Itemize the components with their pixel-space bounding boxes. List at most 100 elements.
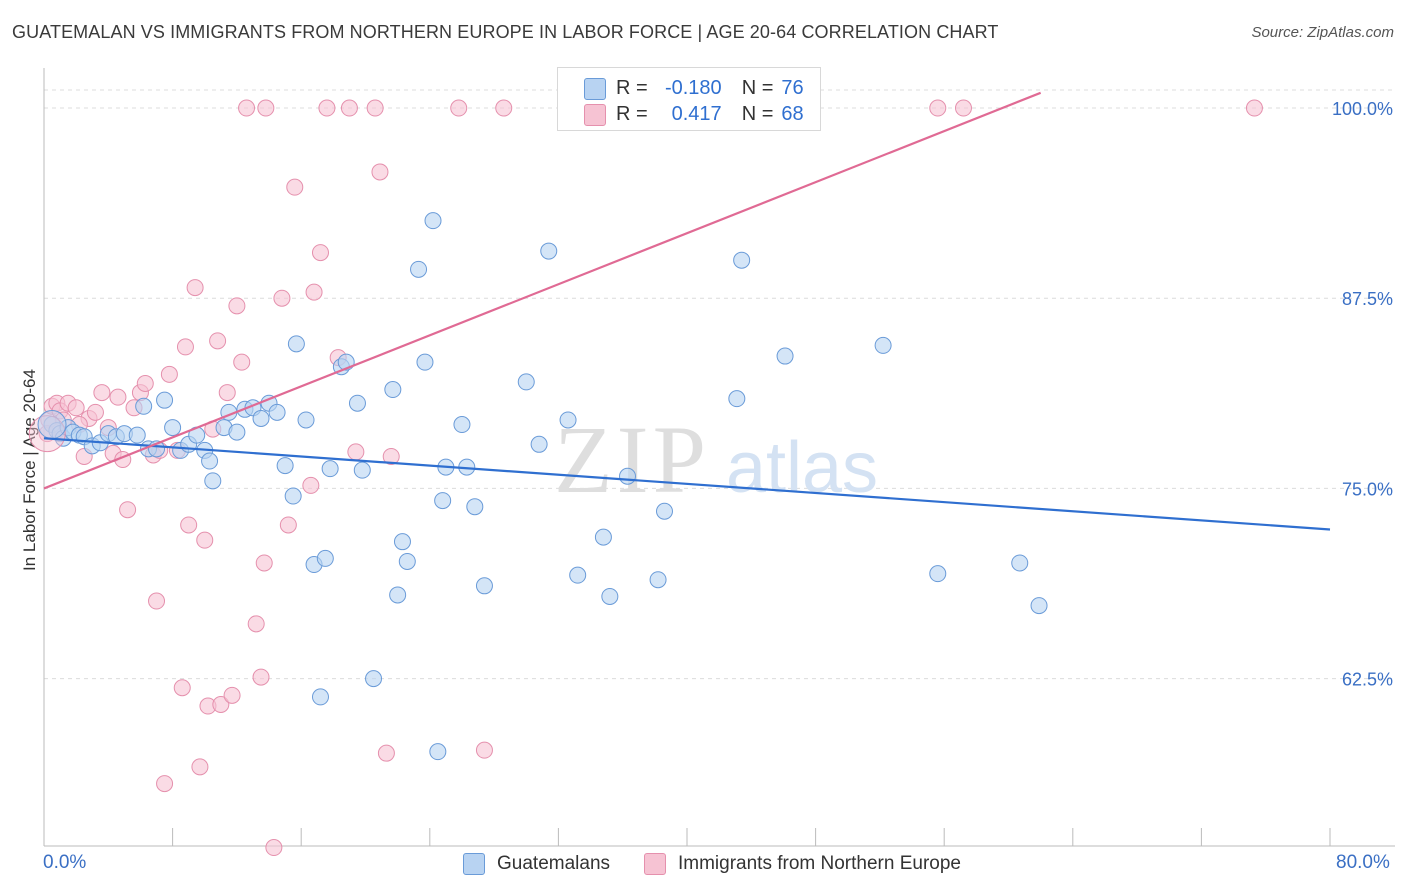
northern-europe-point: [475, 741, 493, 759]
northern-europe-point: [265, 839, 283, 857]
northern-europe-point: [196, 531, 214, 549]
guatemalan-point: [466, 498, 484, 516]
guatemalan-point: [649, 571, 667, 589]
northern-europe-point: [954, 99, 972, 117]
guatemalan-point: [353, 461, 371, 479]
chart-title: GUATEMALAN VS IMMIGRANTS FROM NORTHERN E…: [12, 22, 999, 42]
guatemalan-point: [268, 403, 286, 421]
northern-europe-point: [273, 289, 291, 307]
guatemalan-point: [601, 587, 619, 605]
guatemalan-point: [530, 435, 548, 453]
guatemalan-point: [156, 391, 174, 409]
legend-label: Guatemalans: [497, 853, 611, 874]
guatemalan-point: [228, 423, 246, 441]
guatemalan-point: [393, 533, 411, 551]
guatemalan-point: [728, 390, 746, 408]
northern-europe-point: [318, 99, 336, 117]
legend-swatch-blue: [584, 78, 606, 100]
guatemalan-point: [284, 487, 302, 505]
guatemalan-point: [424, 212, 442, 230]
legend-n-label: N =: [741, 102, 774, 125]
guatemalan-point: [517, 373, 535, 391]
northern-europe-point: [340, 99, 358, 117]
northern-europe-point: [209, 332, 227, 350]
guatemalan-point: [321, 460, 339, 478]
northern-europe-point: [450, 99, 468, 117]
guatemalan-point: [559, 411, 577, 429]
northern-europe-point: [366, 99, 384, 117]
guatemalan-point: [204, 472, 222, 490]
northern-europe-point: [223, 686, 241, 704]
legend-r-label: R =: [616, 102, 648, 125]
guatemalan-trend-line: [43, 437, 1331, 531]
legend-swatch: [463, 853, 485, 875]
legend-n-value: 76: [781, 76, 804, 99]
guatemalan-point: [569, 566, 587, 584]
legend-swatch-pink: [584, 104, 606, 126]
northern-europe-trend-line: [43, 91, 1042, 490]
northern-europe-point: [136, 374, 154, 392]
guatemalan-point: [540, 242, 558, 260]
northern-europe-point: [286, 178, 304, 196]
legend-row-guatemalans: R = -0.180 N = 76: [616, 75, 804, 101]
guatemalan-point: [164, 419, 182, 437]
legend-r-value: 0.417: [671, 102, 722, 125]
legend-r-label: R =: [616, 76, 648, 99]
y-tick-label: 75.0%: [1342, 479, 1393, 499]
axis-layer: [43, 68, 1395, 847]
guatemalan-point: [410, 260, 428, 278]
northern-europe-point: [93, 384, 111, 402]
northern-europe-point: [247, 615, 265, 633]
y-tick-labels: 100.0% 87.5% 75.0% 62.5%: [1332, 99, 1393, 690]
northern-europe-point: [929, 99, 947, 117]
guatemalan-point: [384, 381, 402, 399]
northern-europe-point: [86, 403, 104, 421]
watermark: ZIP atlas: [554, 406, 878, 513]
correlation-legend: R = -0.180 N = 76 R = 0.417 N = 68: [557, 67, 821, 131]
guatemalan-point: [311, 688, 329, 706]
northern-europe-point: [371, 163, 389, 181]
northern-europe-point: [67, 399, 85, 417]
guatemalan-point: [135, 397, 153, 415]
x-min-label: 0.0%: [43, 852, 87, 873]
y-tick-label: 100.0%: [1332, 99, 1393, 119]
northern-europe-point: [176, 338, 194, 356]
legend-r-value: -0.180: [664, 76, 722, 99]
guatemalan-point: [434, 492, 452, 510]
northern-europe-point: [180, 516, 198, 534]
watermark-zip: ZIP: [554, 406, 710, 513]
legend-item-guatemalans: Guatemalans: [463, 852, 610, 876]
legend-item-northern-europe: Immigrants from Northern Europe: [644, 852, 961, 876]
northern-europe-point: [347, 443, 365, 461]
guatemalan-point: [365, 670, 383, 688]
guatemalan-point: [1011, 554, 1029, 572]
northern-europe-point: [311, 244, 329, 262]
northern-europe-point: [212, 695, 230, 713]
northern-europe-point: [255, 554, 273, 572]
points-layer: [28, 99, 1263, 857]
guatemalan-point: [475, 577, 493, 595]
northern-europe-point: [257, 99, 275, 117]
y-tick-label: 62.5%: [1342, 670, 1393, 690]
northern-europe-point: [305, 283, 323, 301]
guatemalan-point: [201, 452, 219, 470]
northern-europe-point: [238, 99, 256, 117]
guatemalan-point: [128, 426, 146, 444]
northern-europe-point: [279, 516, 297, 534]
guatemalan-point: [929, 565, 947, 583]
guatemalan-point: [389, 586, 407, 604]
guatemalan-point: [416, 353, 434, 371]
guatemalan-cluster-point: [37, 410, 67, 440]
northern-europe-point: [186, 279, 204, 297]
northern-europe-point: [109, 388, 127, 406]
northern-europe-point: [148, 592, 166, 610]
guatemalan-point: [348, 394, 366, 412]
northern-europe-point: [191, 758, 209, 776]
northern-europe-point: [495, 99, 513, 117]
northern-europe-point: [173, 679, 191, 697]
guatemalan-point: [619, 467, 637, 485]
northern-europe-point: [233, 353, 251, 371]
guatemalan-point: [316, 549, 334, 567]
legend-swatch: [644, 853, 666, 875]
